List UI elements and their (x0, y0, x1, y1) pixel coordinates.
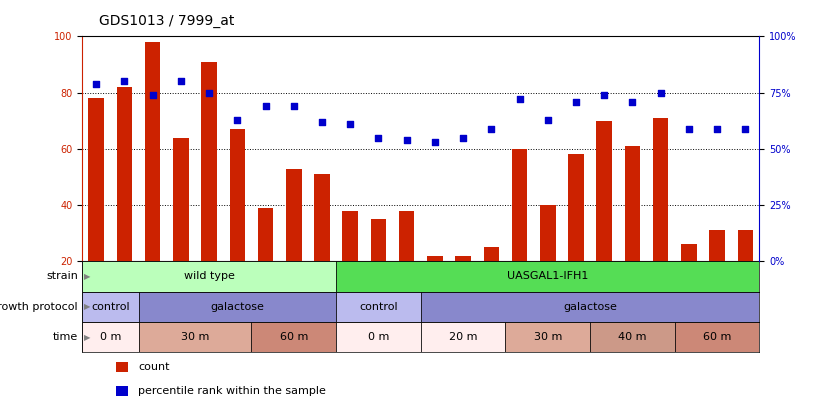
Point (344, 121, 357, 127)
Bar (681, 244, 697, 261)
Bar (421, 322, 506, 352)
Text: GDS1013 / 7999_at: GDS1013 / 7999_at (99, 14, 234, 28)
Text: galactose: galactose (563, 302, 617, 312)
Point (513, 96, 526, 102)
Bar (342, 211, 358, 261)
Bar (82, 322, 139, 352)
Bar (427, 256, 443, 261)
Bar (286, 168, 301, 261)
Bar (82, 292, 139, 322)
Bar (336, 292, 421, 322)
Point (484, 126, 498, 132)
Text: growth protocol: growth protocol (0, 302, 78, 312)
Point (429, 139, 442, 145)
Text: percentile rank within the sample: percentile rank within the sample (138, 386, 326, 396)
Bar (737, 230, 753, 261)
Text: 60 m: 60 m (280, 332, 308, 342)
Bar (456, 256, 471, 261)
Bar (596, 121, 612, 261)
Text: galactose: galactose (210, 302, 264, 312)
Point (259, 103, 272, 109)
Bar (336, 261, 759, 292)
Bar (511, 149, 527, 261)
Bar (116, 362, 128, 372)
Point (739, 126, 752, 132)
Bar (675, 322, 759, 352)
Bar (258, 208, 273, 261)
Point (118, 78, 131, 85)
Text: UASGAL1-IFH1: UASGAL1-IFH1 (507, 271, 589, 281)
Bar (201, 62, 217, 261)
Bar (89, 98, 104, 261)
Text: control: control (359, 302, 397, 312)
Bar (116, 386, 128, 396)
Bar (506, 322, 590, 352)
Text: ▶: ▶ (84, 272, 90, 281)
Bar (144, 42, 160, 261)
Bar (173, 138, 189, 261)
Text: strain: strain (46, 271, 78, 281)
Point (372, 134, 385, 141)
Bar (399, 211, 415, 261)
Point (654, 90, 667, 96)
Point (146, 92, 159, 98)
Text: 0 m: 0 m (368, 332, 389, 342)
Point (287, 103, 300, 109)
Text: count: count (138, 362, 170, 372)
Text: ▶: ▶ (84, 333, 90, 342)
Bar (139, 322, 251, 352)
Text: 0 m: 0 m (99, 332, 121, 342)
Point (400, 136, 413, 143)
Point (710, 126, 723, 132)
Bar (653, 118, 668, 261)
Point (89, 81, 103, 87)
Text: wild type: wild type (184, 271, 235, 281)
Text: time: time (53, 332, 78, 342)
Bar (421, 292, 759, 322)
Bar (117, 87, 132, 261)
Bar (82, 261, 336, 292)
Point (682, 126, 695, 132)
Point (456, 134, 470, 141)
Text: 40 m: 40 m (618, 332, 647, 342)
Text: 20 m: 20 m (449, 332, 477, 342)
Bar (336, 322, 421, 352)
Point (570, 98, 583, 105)
Point (174, 78, 187, 85)
Bar (625, 146, 640, 261)
Point (231, 116, 244, 123)
Bar (139, 292, 336, 322)
Bar (251, 322, 336, 352)
Text: ▶: ▶ (84, 302, 90, 311)
Bar (590, 322, 675, 352)
Point (626, 98, 639, 105)
Text: 30 m: 30 m (181, 332, 209, 342)
Point (315, 119, 328, 125)
Bar (540, 205, 556, 261)
Bar (370, 219, 386, 261)
Point (203, 90, 216, 96)
Point (541, 116, 554, 123)
Text: control: control (91, 302, 130, 312)
Bar (230, 129, 245, 261)
Text: 30 m: 30 m (534, 332, 562, 342)
Bar (568, 154, 584, 261)
Bar (709, 230, 725, 261)
Bar (484, 247, 499, 261)
Point (598, 92, 611, 98)
Bar (314, 174, 330, 261)
Text: 60 m: 60 m (703, 332, 732, 342)
